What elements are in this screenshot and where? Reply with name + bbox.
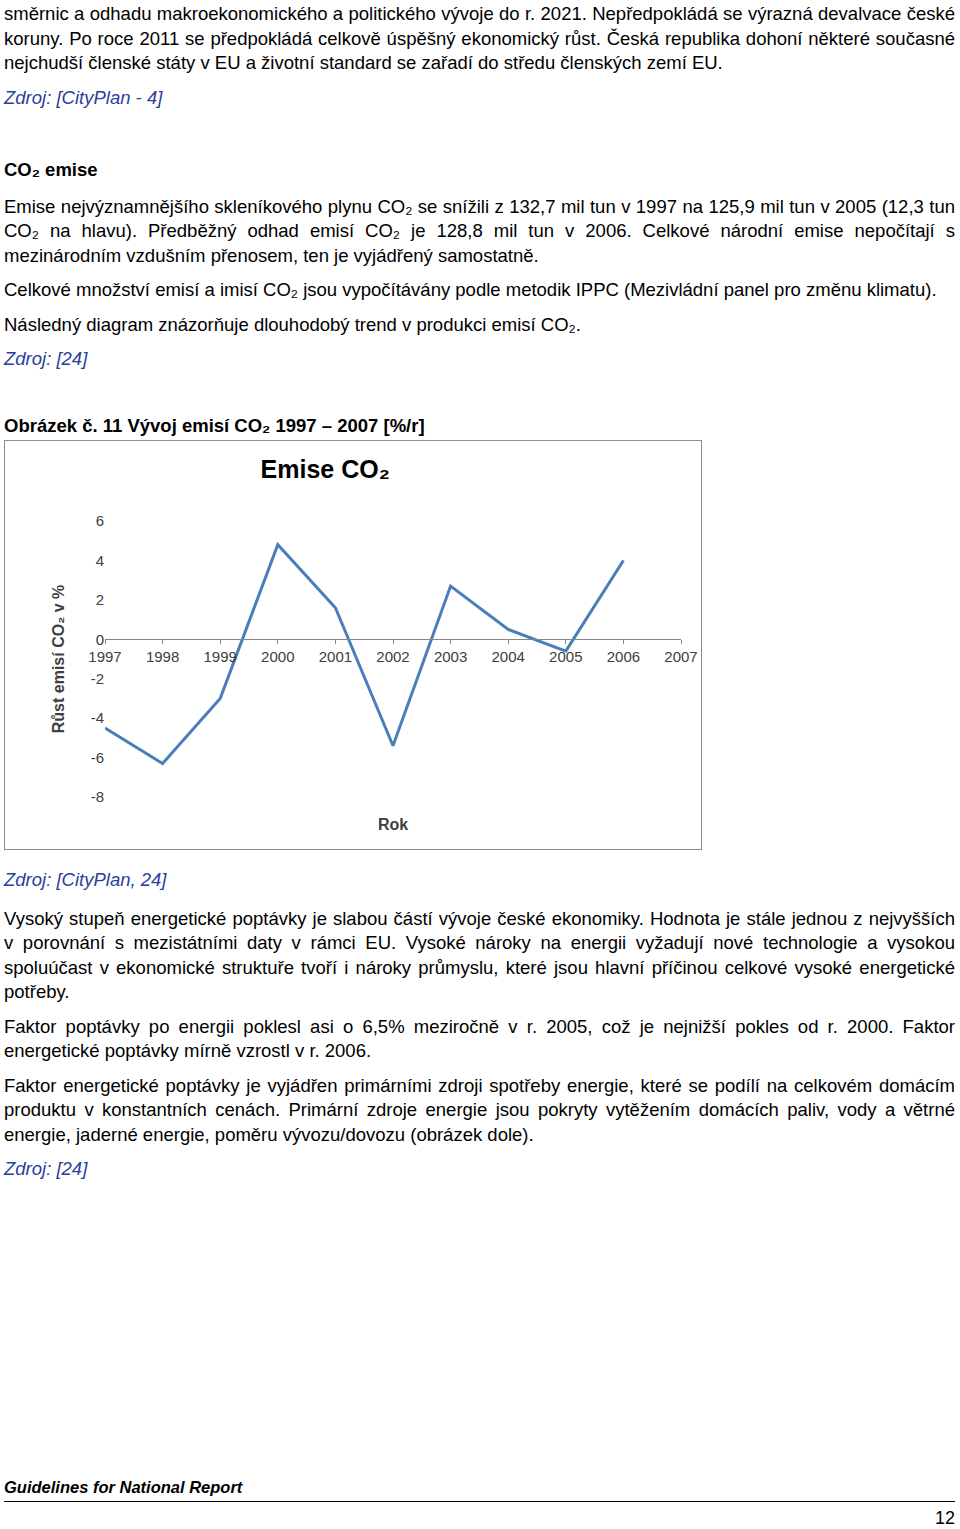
svg-text:-4: -4 bbox=[91, 709, 104, 726]
svg-text:2005: 2005 bbox=[549, 648, 582, 665]
svg-text:2003: 2003 bbox=[434, 648, 467, 665]
html-text:Obrázek č. 11 Vývoj emisí CO₂: Obrázek č. 11 Vývoj emisí CO₂ 1997 – 200… bbox=[4, 414, 425, 436]
html-text:směrnic a odhadu makroekonomic: směrnic a odhadu makroekonomického a pol… bbox=[4, 3, 955, 73]
html-text:CO₂ emise: CO₂ emise bbox=[4, 159, 98, 180]
html-text:Faktor poptávky po energii pok: Faktor poptávky po energii poklesl asi o… bbox=[4, 1015, 955, 1061]
svg-text:2007: 2007 bbox=[664, 648, 697, 665]
svg-text:-2: -2 bbox=[91, 670, 104, 687]
svg-text:0: 0 bbox=[96, 631, 104, 648]
html-text:Zdroj: [24]: Zdroj: [24] bbox=[4, 1158, 88, 1179]
svg-text:-6: -6 bbox=[91, 749, 104, 766]
html-text:Faktor energetické poptávky je: Faktor energetické poptávky je vyjádřen … bbox=[4, 1074, 955, 1145]
html-text:Zdroj: [CityPlan, 24]: Zdroj: [CityPlan, 24] bbox=[4, 869, 167, 890]
svg-text:1997: 1997 bbox=[88, 648, 121, 665]
svg-text:Růst emisí CO₂ v %: Růst emisí CO₂ v % bbox=[50, 585, 67, 733]
html-text:Celkové množství emisí a imisí: Celkové množství emisí a imisí CO₂ jsou … bbox=[4, 279, 937, 300]
svg-text:-8: -8 bbox=[91, 788, 104, 805]
svg-text:Rok: Rok bbox=[378, 816, 408, 833]
svg-text:2: 2 bbox=[96, 591, 104, 608]
html-text:Zdroj: [CityPlan - 4]: Zdroj: [CityPlan - 4] bbox=[4, 86, 163, 108]
svg-text:6: 6 bbox=[96, 512, 104, 529]
svg-text:1999: 1999 bbox=[204, 648, 237, 665]
html-text:Následný diagram znázorňuje dl: Následný diagram znázorňuje dlouhodobý t… bbox=[4, 313, 581, 335]
svg-text:2004: 2004 bbox=[492, 648, 525, 665]
svg-text:2001: 2001 bbox=[319, 648, 352, 665]
html-text:12: 12 bbox=[935, 1508, 955, 1528]
html-text:Vysoký stupeň energetické popt: Vysoký stupeň energetické poptávky je sl… bbox=[4, 907, 955, 1002]
svg-text:4: 4 bbox=[96, 552, 104, 569]
svg-text:2002: 2002 bbox=[376, 648, 409, 665]
svg-text:2000: 2000 bbox=[261, 648, 294, 665]
html-text:Emise nejvýznamnějšího skleník: Emise nejvýznamnějšího skleníkového plyn… bbox=[4, 195, 955, 266]
html-text:Zdroj: [24]: Zdroj: [24] bbox=[4, 348, 88, 369]
svg-text:Emise CO₂: Emise CO₂ bbox=[261, 455, 390, 483]
svg-text:2006: 2006 bbox=[607, 648, 640, 665]
html-text:Guidelines for National Report: Guidelines for National Report bbox=[4, 1478, 243, 1496]
svg-text:1998: 1998 bbox=[146, 648, 179, 665]
